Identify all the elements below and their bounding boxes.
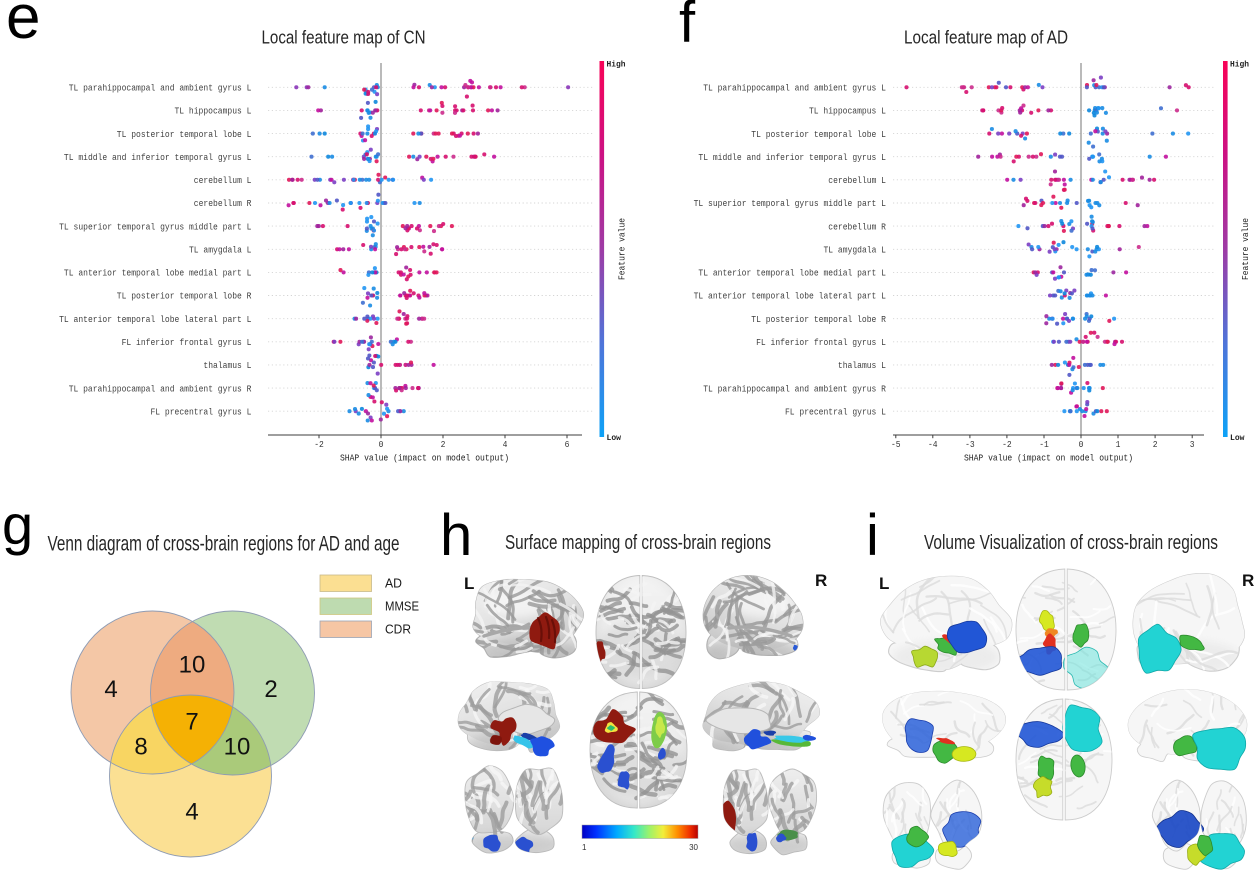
- svg-text:TL middle and inferior tempora: TL middle and inferior temporal gyrus L: [698, 152, 886, 163]
- svg-text:Feature value: Feature value: [618, 218, 628, 280]
- svg-text:4: 4: [185, 799, 198, 826]
- svg-text:TL posterior temporal lobe R: TL posterior temporal lobe R: [117, 291, 252, 302]
- svg-text:FL inferior frontal gyrus L: FL inferior frontal gyrus L: [122, 337, 252, 348]
- svg-text:cerebellum R: cerebellum R: [828, 221, 886, 232]
- svg-text:1: 1: [1116, 439, 1121, 450]
- svg-text:-2: -2: [1002, 439, 1012, 450]
- svg-text:Surface mapping of cross-brain: Surface mapping of cross-brain regions: [505, 531, 771, 554]
- svg-text:SHAP value (impact on model ou: SHAP value (impact on model output): [964, 453, 1133, 464]
- svg-text:TL posterior temporal lobe R: TL posterior temporal lobe R: [751, 314, 886, 325]
- svg-text:Local feature map of AD: Local feature map of AD: [904, 27, 1068, 48]
- svg-text:TL amygdala L: TL amygdala L: [824, 245, 887, 256]
- svg-text:TL parahippocampal and ambient: TL parahippocampal and ambient gyrus L: [703, 83, 886, 94]
- svg-text:0: 0: [379, 439, 384, 450]
- svg-text:R: R: [815, 571, 827, 590]
- svg-text:SHAP value (impact on model ou: SHAP value (impact on model output): [340, 453, 509, 464]
- svg-text:FL inferior frontal gyrus L: FL inferior frontal gyrus L: [756, 337, 886, 348]
- svg-text:thalamus L: thalamus L: [203, 360, 251, 371]
- svg-text:TL superior temporal gyrus mid: TL superior temporal gyrus middle part L: [694, 198, 887, 209]
- svg-text:TL anterior temporal lobe medi: TL anterior temporal lobe medial part L: [64, 268, 252, 279]
- svg-text:TL anterior temporal lobe late: TL anterior temporal lobe lateral part L: [59, 314, 252, 325]
- svg-text:CDR: CDR: [385, 623, 411, 637]
- svg-text:8: 8: [134, 734, 147, 761]
- svg-text:-5: -5: [891, 439, 901, 450]
- svg-text:TL anterior temporal lobe medi: TL anterior temporal lobe medial part L: [698, 268, 886, 279]
- svg-text:-1: -1: [1039, 439, 1049, 450]
- svg-text:TL hippocampus L: TL hippocampus L: [175, 106, 252, 117]
- svg-text:TL anterior temporal lobe late: TL anterior temporal lobe lateral part L: [694, 291, 887, 302]
- svg-text:6: 6: [565, 439, 570, 450]
- svg-text:Volume Visualization of cross-: Volume Visualization of cross-brain regi…: [924, 531, 1218, 554]
- svg-text:3: 3: [1190, 439, 1195, 450]
- svg-text:g: g: [2, 493, 33, 556]
- svg-text:30: 30: [689, 843, 698, 852]
- svg-text:TL amygdala L: TL amygdala L: [189, 245, 252, 256]
- svg-text:-4: -4: [928, 439, 938, 450]
- svg-text:-3: -3: [965, 439, 975, 450]
- svg-text:2: 2: [441, 439, 446, 450]
- svg-text:4: 4: [503, 439, 508, 450]
- svg-text:Local feature map of CN: Local feature map of CN: [262, 27, 426, 48]
- svg-text:2: 2: [264, 676, 277, 703]
- svg-text:-2: -2: [314, 439, 324, 450]
- svg-text:Feature value: Feature value: [1241, 218, 1251, 280]
- svg-text:TL middle and inferior tempora: TL middle and inferior temporal gyrus L: [64, 152, 252, 163]
- svg-text:TL parahippocampal and ambient: TL parahippocampal and ambient gyrus R: [69, 383, 252, 394]
- svg-text:FL precentral gyrus L: FL precentral gyrus L: [785, 406, 886, 417]
- svg-text:2: 2: [1153, 439, 1158, 450]
- svg-text:cerebellum L: cerebellum L: [194, 175, 252, 186]
- svg-text:1: 1: [582, 843, 587, 852]
- svg-text:cerebellum L: cerebellum L: [828, 175, 886, 186]
- svg-text:L: L: [879, 574, 889, 593]
- svg-text:4: 4: [104, 676, 117, 703]
- svg-text:TL parahippocampal and ambient: TL parahippocampal and ambient gyrus L: [69, 83, 252, 94]
- svg-text:TL parahippocampal and ambient: TL parahippocampal and ambient gyrus R: [703, 383, 886, 394]
- svg-text:h: h: [440, 503, 472, 568]
- svg-text:FL precentral gyrus L: FL precentral gyrus L: [151, 406, 252, 417]
- svg-text:TL hippocampus L: TL hippocampus L: [809, 106, 886, 117]
- svg-text:f: f: [679, 0, 696, 55]
- svg-text:AD: AD: [385, 577, 402, 591]
- svg-text:R: R: [1242, 571, 1254, 590]
- svg-text:MMSE: MMSE: [385, 600, 419, 614]
- svg-text:7: 7: [185, 709, 198, 736]
- svg-text:TL posterior temporal lobe L: TL posterior temporal lobe L: [751, 129, 886, 140]
- svg-text:10: 10: [224, 734, 251, 761]
- svg-text:L: L: [464, 574, 474, 593]
- svg-text:TL superior temporal gyrus mid: TL superior temporal gyrus middle part L: [59, 221, 252, 232]
- svg-text:thalamus L: thalamus L: [838, 360, 886, 371]
- svg-text:High: High: [607, 60, 626, 70]
- svg-text:Low: Low: [607, 433, 622, 443]
- svg-text:Venn diagram of cross-brain re: Venn diagram of cross-brain regions for …: [48, 533, 400, 556]
- svg-text:e: e: [6, 0, 40, 52]
- svg-text:0: 0: [1079, 439, 1084, 450]
- svg-text:TL posterior temporal lobe L: TL posterior temporal lobe L: [117, 129, 252, 140]
- svg-text:Low: Low: [1230, 433, 1245, 443]
- svg-text:10: 10: [179, 652, 206, 679]
- svg-text:cerebellum R: cerebellum R: [194, 198, 252, 209]
- svg-text:i: i: [866, 503, 879, 568]
- svg-text:High: High: [1230, 60, 1249, 70]
